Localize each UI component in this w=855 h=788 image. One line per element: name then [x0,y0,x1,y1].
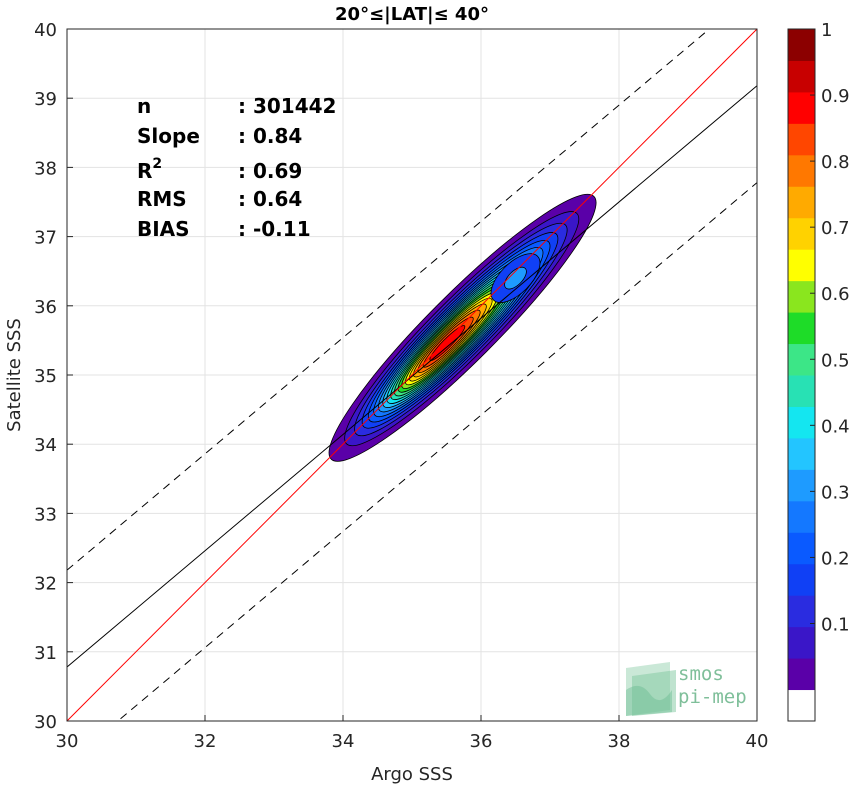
reference-lines [67,29,757,721]
smos-pimep-logo: smos pi-mep [626,662,747,716]
x-tick-label: 36 [470,731,493,752]
chart-title: 20°≤|LAT|≤ 40° [335,4,489,25]
lower-bound-line [117,182,757,721]
colorbar-segment [788,29,815,61]
y-axis-ticks: 30 31 32 33 34 35 36 37 38 39 40 [34,20,73,733]
colorbar-segment [788,186,815,219]
logo-text-smos: smos [678,663,724,685]
y-axis-label: Satellite SSS [4,318,25,432]
colorbar-tick-label: 1 [821,20,832,41]
x-tick-label: 38 [608,731,631,752]
colorbar-segment [788,658,815,691]
colorbar-segment [788,626,815,659]
colorbar-segment [788,312,815,345]
x-tick-label: 32 [194,731,217,752]
colorbar-tick-label: 0.6 [821,284,850,305]
colorbar-segment [788,406,815,439]
colorbar-segment [788,375,815,407]
colorbar-segment [788,91,815,124]
y-tick-label: 35 [34,366,57,387]
stat-label: n [137,94,151,118]
colorbar-segment [788,689,815,722]
stat-value: : -0.11 [238,217,311,241]
y-tick-label: 40 [34,20,57,41]
stat-value: : 0.64 [238,187,302,211]
colorbar-tick-label: 0.8 [821,152,850,173]
colorbar-segment [788,595,815,628]
y-tick-label: 30 [34,712,57,733]
y-tick-label: 34 [34,435,57,456]
stat-label: RMS [137,187,187,211]
stat-label: BIAS [137,217,190,241]
x-axis-label: Argo SSS [371,764,453,785]
colorbar-segment [788,469,815,502]
y-tick-label: 39 [34,89,57,110]
density-contours [328,193,597,462]
stat-value: : 301442 [238,94,336,118]
colorbar-tick-label: 0.1 [821,614,850,635]
colorbar-segment [788,532,815,565]
y-tick-label: 32 [34,574,57,595]
colorbar-tick-label: 0.5 [821,350,850,371]
colorbar-segment [788,60,815,93]
colorbar-segment [788,280,815,313]
colorbar-segment [788,249,815,282]
contour-level [429,325,466,361]
y-tick-label: 33 [34,504,57,525]
colorbar-segment [788,563,815,596]
regression-line [67,85,757,668]
x-tick-label: 34 [332,731,355,752]
colorbar-segment [788,217,815,250]
colorbar-tick-label: 0.7 [821,218,850,239]
colorbar-frame [787,28,816,722]
colorbar-segment [788,123,815,156]
x-tick-label: 40 [746,731,769,752]
stat-value: : 0.84 [238,124,302,148]
y-tick-label: 37 [34,228,57,249]
colorbar-tick-label: 0.3 [821,482,850,503]
colorbar-tick-label: 0.2 [821,548,850,569]
wave-icon [626,662,676,716]
upper-bound-line [67,29,711,571]
stat-value: : 0.69 [238,159,302,183]
colorbar-tick-label: 0.4 [821,416,850,437]
colorbar-segment [788,154,815,187]
secondary-contour [504,266,527,290]
logo-text-pimep: pi-mep [678,686,747,708]
identity-line [67,29,757,721]
colorbar: 0.1 0.2 0.3 0.4 0.5 0.6 0.7 0.8 0.9 1 [787,20,850,722]
y-tick-label: 31 [34,643,57,664]
colorbar-segment [788,500,815,533]
y-tick-label: 38 [34,158,57,179]
x-tick-label: 30 [56,731,79,752]
stat-label: Slope [137,124,200,148]
colorbar-tick-label: 0.9 [821,86,850,107]
grid-lines [66,28,758,722]
x-axis-ticks: 30 32 34 36 38 40 [56,715,769,752]
colorbar-segment [788,437,815,470]
y-tick-label: 36 [34,297,57,318]
